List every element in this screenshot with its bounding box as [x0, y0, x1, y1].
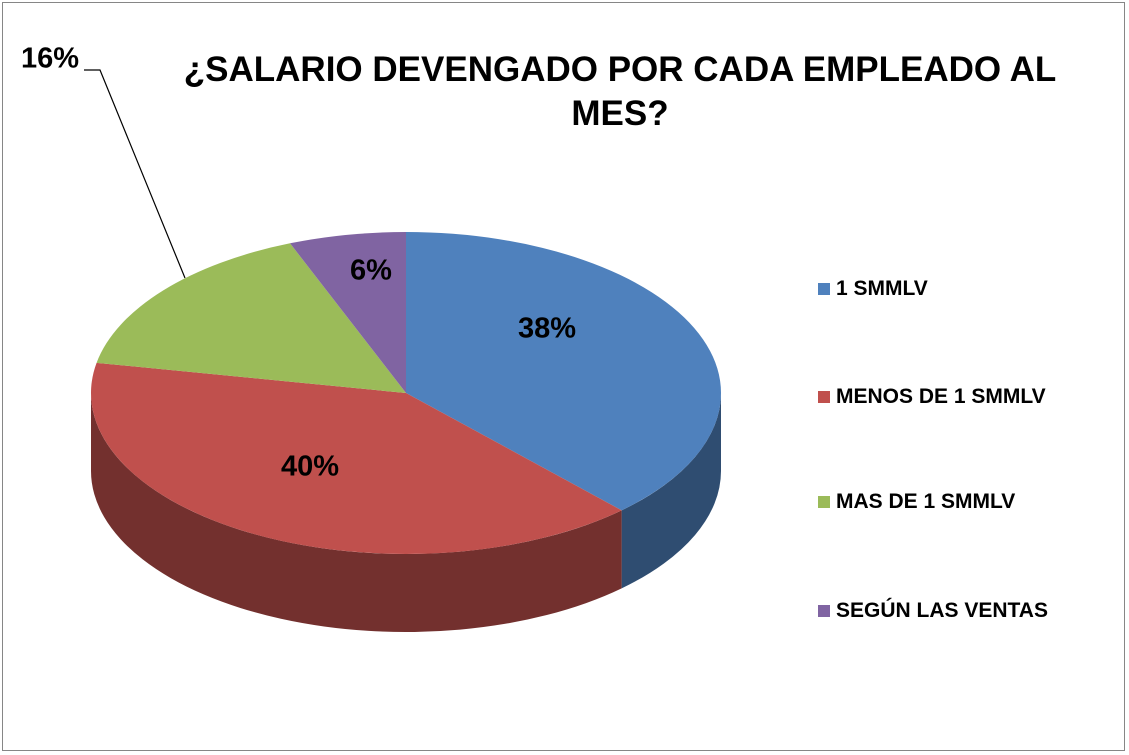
data-label: 6% [350, 255, 392, 287]
pie-slice [96, 243, 406, 393]
legend-label: 1 SMMLV [836, 277, 928, 300]
legend-entry: SEGÚN LAS VENTAS [818, 594, 1083, 628]
data-label: 40% [281, 451, 339, 483]
legend-label: MAS DE 1 SMMLV [836, 490, 1016, 513]
legend-label: SEGÚN LAS VENTAS [836, 599, 1048, 622]
legend-swatch [818, 283, 830, 295]
data-label: 16% [21, 43, 79, 75]
legend-swatch [818, 605, 830, 617]
pie-side [621, 393, 721, 589]
legend-entry: MAS DE 1 SMMLV [818, 485, 1083, 519]
legend-swatch [818, 496, 830, 508]
data-label: 38% [518, 313, 576, 345]
leader-line [84, 69, 186, 279]
pie-side [91, 393, 622, 632]
pie-slice [91, 362, 622, 554]
legend-entry: MENOS DE 1 SMMLV [818, 380, 1083, 414]
pie-slice [290, 232, 406, 393]
legend-label: MENOS DE 1 SMMLV [836, 385, 1046, 408]
chart-title: ¿SALARIO DEVENGADO POR CADA EMPLEADO AL … [183, 50, 1057, 133]
legend-swatch [818, 391, 830, 403]
pie-slice [406, 232, 721, 511]
legend-entry: 1 SMMLV [818, 272, 1083, 306]
